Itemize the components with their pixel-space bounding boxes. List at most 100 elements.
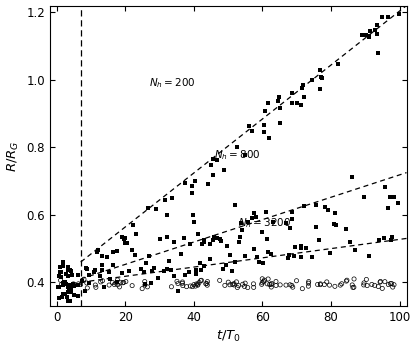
Point (244, 219, 251, 225)
Point (325, 208, 332, 213)
Point (352, 247, 359, 253)
Point (204, 282, 211, 288)
Point (107, 276, 113, 282)
Point (132, 232, 139, 237)
Point (103, 254, 110, 260)
Point (65, 284, 72, 290)
Point (361, 280, 367, 286)
Point (294, 100, 301, 105)
Text: $N_h = 800$: $N_h = 800$ (214, 149, 261, 162)
Point (298, 243, 304, 248)
Point (83, 280, 90, 286)
Point (121, 236, 128, 241)
Point (179, 283, 186, 288)
Point (168, 267, 174, 273)
Point (251, 210, 258, 216)
Point (198, 267, 205, 273)
Point (367, 28, 374, 33)
Point (273, 279, 279, 284)
Point (83, 266, 90, 272)
Point (60, 280, 66, 285)
Point (289, 282, 295, 288)
Point (375, 284, 382, 289)
Point (283, 282, 289, 288)
Point (193, 267, 199, 273)
Point (229, 282, 236, 287)
Point (261, 277, 268, 283)
Point (186, 269, 192, 275)
Point (265, 276, 271, 282)
Point (109, 280, 116, 285)
Point (380, 2, 387, 8)
Point (70, 281, 77, 287)
Point (226, 282, 233, 288)
Point (317, 86, 324, 91)
Point (194, 231, 201, 237)
Point (299, 85, 306, 90)
Point (351, 276, 357, 282)
Point (309, 77, 316, 82)
Point (121, 280, 127, 285)
Point (237, 234, 244, 240)
Point (379, 286, 386, 291)
Point (63, 281, 69, 287)
Point (137, 266, 144, 272)
Point (239, 281, 246, 287)
Point (210, 237, 216, 243)
Point (59, 263, 66, 269)
Point (250, 285, 257, 290)
Point (113, 280, 120, 285)
Point (343, 226, 349, 231)
Point (217, 236, 224, 242)
Point (254, 254, 261, 260)
Point (201, 237, 207, 243)
Point (179, 280, 186, 286)
Point (262, 108, 269, 114)
Point (192, 283, 199, 289)
Point (196, 280, 203, 285)
Point (312, 225, 319, 230)
Point (351, 285, 357, 290)
Point (219, 266, 226, 272)
Point (261, 129, 267, 134)
Point (202, 281, 209, 287)
Point (207, 241, 214, 246)
Point (266, 282, 273, 287)
Point (371, 282, 378, 288)
Point (80, 276, 87, 282)
Point (100, 284, 107, 289)
Point (142, 281, 148, 287)
Point (65, 298, 71, 304)
Point (62, 279, 68, 285)
Point (99, 262, 106, 268)
Point (273, 283, 279, 288)
Point (197, 278, 204, 284)
Point (262, 209, 269, 215)
Point (58, 294, 65, 300)
Point (60, 259, 66, 265)
Point (188, 190, 195, 196)
Point (297, 254, 304, 260)
Point (70, 281, 77, 287)
Point (168, 284, 175, 289)
Point (382, 184, 388, 190)
Point (395, 11, 402, 17)
Point (234, 144, 241, 149)
Point (289, 209, 295, 215)
Text: $N_h = 3200$: $N_h = 3200$ (239, 216, 291, 230)
Point (373, 22, 380, 28)
Point (114, 282, 121, 288)
Point (75, 281, 82, 287)
Point (99, 267, 106, 273)
Point (75, 294, 82, 299)
Point (118, 270, 125, 276)
Point (71, 293, 78, 298)
Point (66, 298, 73, 303)
Point (66, 282, 73, 288)
Point (69, 308, 75, 314)
Point (210, 234, 217, 239)
Point (268, 284, 275, 290)
Point (149, 268, 156, 273)
Point (321, 282, 328, 287)
Point (260, 122, 267, 127)
